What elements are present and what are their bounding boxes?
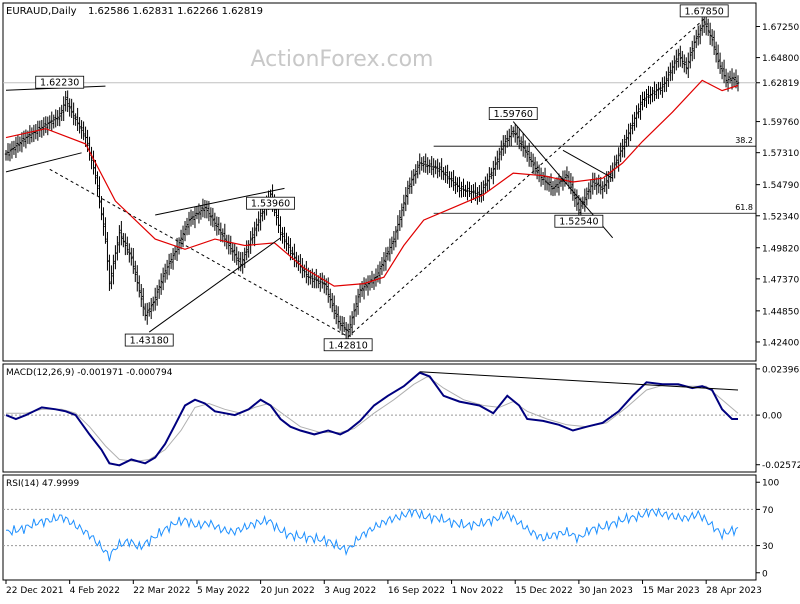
price-annotation-label: 1.42810: [328, 340, 367, 351]
price-annotation-label: 1.59760: [494, 109, 533, 120]
fib-level-label: 61.8: [735, 203, 753, 212]
date-tick-label: 30 Jan 2023: [579, 586, 633, 596]
macd-panel: MACD(12,26,9) -0.001971 -0.000794 0.02396…: [3, 365, 800, 471]
macd-title: MACD(12,26,9) -0.001971 -0.000794: [6, 368, 173, 378]
date-tick-label: 22 Dec 2021: [6, 586, 64, 596]
panel-frame-macd: [2, 363, 757, 473]
macd-trendline: [419, 371, 739, 391]
header-ohlc: 1.62586 1.62831 1.62266 1.62819: [88, 6, 263, 17]
macd-tick-label: 0.00: [762, 412, 782, 422]
price-annotation-label: 1.62230: [40, 78, 79, 89]
rsi-line: [5, 507, 739, 562]
rsi-title: RSI(14) 47.9999: [6, 479, 79, 489]
price-tick-label: 1.52340: [762, 212, 799, 222]
date-tick-label: 20 Jun 2022: [261, 586, 315, 596]
price-annotation-label: 1.43180: [130, 336, 169, 347]
price-tick-label: 1.57310: [762, 149, 799, 159]
macd-line: [5, 371, 738, 467]
macd-signal-line: [6, 375, 739, 462]
trendline: [347, 18, 705, 338]
rsi-panel: RSI(14) 47.9999 100 70 30 0: [3, 479, 779, 579]
date-axis: 22 Dec 2021 4 Feb 2022 22 Mar 2022 5 May 20…: [5, 580, 762, 596]
header-symbol: EURAUD,Daily: [6, 6, 77, 17]
date-tick-label: 22 Mar 2022: [133, 586, 190, 596]
trendline: [148, 237, 281, 333]
watermark: ActionForex.com: [251, 47, 434, 72]
price-tick-label: 1.67250: [762, 23, 799, 33]
price-tick-label: 1.49820: [762, 244, 799, 254]
price-annotation-label: 1.67850: [685, 6, 724, 17]
rsi-tick-label: 100: [762, 479, 779, 489]
moving-average-line: [5, 79, 739, 287]
price-tick-label: 1.44850: [762, 307, 799, 317]
price-annotation-box: [323, 338, 373, 352]
panel-frame-main: [2, 2, 757, 362]
price-annotation-label: 1.52540: [559, 217, 598, 228]
price-annotation-box: [35, 75, 85, 89]
price-annotation-box: [124, 333, 174, 347]
price-tick-label: 1.59760: [762, 118, 799, 128]
price-tick-label: 1.47370: [762, 275, 799, 285]
date-tick-label: 28 Apr 2023: [706, 586, 762, 596]
trendline: [5, 152, 82, 173]
panel-frames: [2, 2, 757, 581]
date-tick-label: 15 Dec 2022: [515, 586, 573, 596]
price-tick-label: 1.54790: [762, 181, 799, 191]
date-tick-label: 3 Aug 2022: [324, 586, 376, 596]
date-tick-label: 15 Mar 2023: [643, 586, 700, 596]
rsi-tick-label: 0: [762, 569, 768, 579]
price-tick-label: 1.42400: [762, 338, 799, 348]
price-tick-label: 1.62819: [762, 79, 799, 89]
trendline: [155, 187, 285, 216]
date-tick-label: 1 Nov 2022: [452, 586, 504, 596]
price-tick-label: 1.64800: [762, 54, 799, 64]
price-annotation-box: [246, 196, 295, 210]
price-annotation-box: [679, 4, 729, 18]
date-tick-label: 16 Sep 2022: [388, 586, 445, 596]
fib-level-label: 38.2: [735, 136, 753, 145]
price-annotation-label: 1.53960: [251, 199, 290, 210]
price-annotation-box: [554, 214, 604, 228]
date-tick-label: 5 May 2022: [197, 586, 250, 596]
price-annotation-box: [488, 107, 538, 120]
rsi-tick-label: 70: [762, 506, 774, 516]
macd-tick-label: -0.025726: [762, 461, 800, 471]
rsi-tick-label: 30: [762, 542, 774, 552]
macd-tick-label: 0.023963: [762, 365, 800, 375]
trendline: [562, 149, 613, 179]
date-tick-label: 4 Feb 2022: [70, 586, 120, 596]
panel-frame-rsi: [2, 474, 757, 581]
price-panel: 1.67250 1.64800 1.62819 1.59760 1.57310 1.547…: [3, 4, 799, 352]
trendline: [49, 168, 349, 338]
